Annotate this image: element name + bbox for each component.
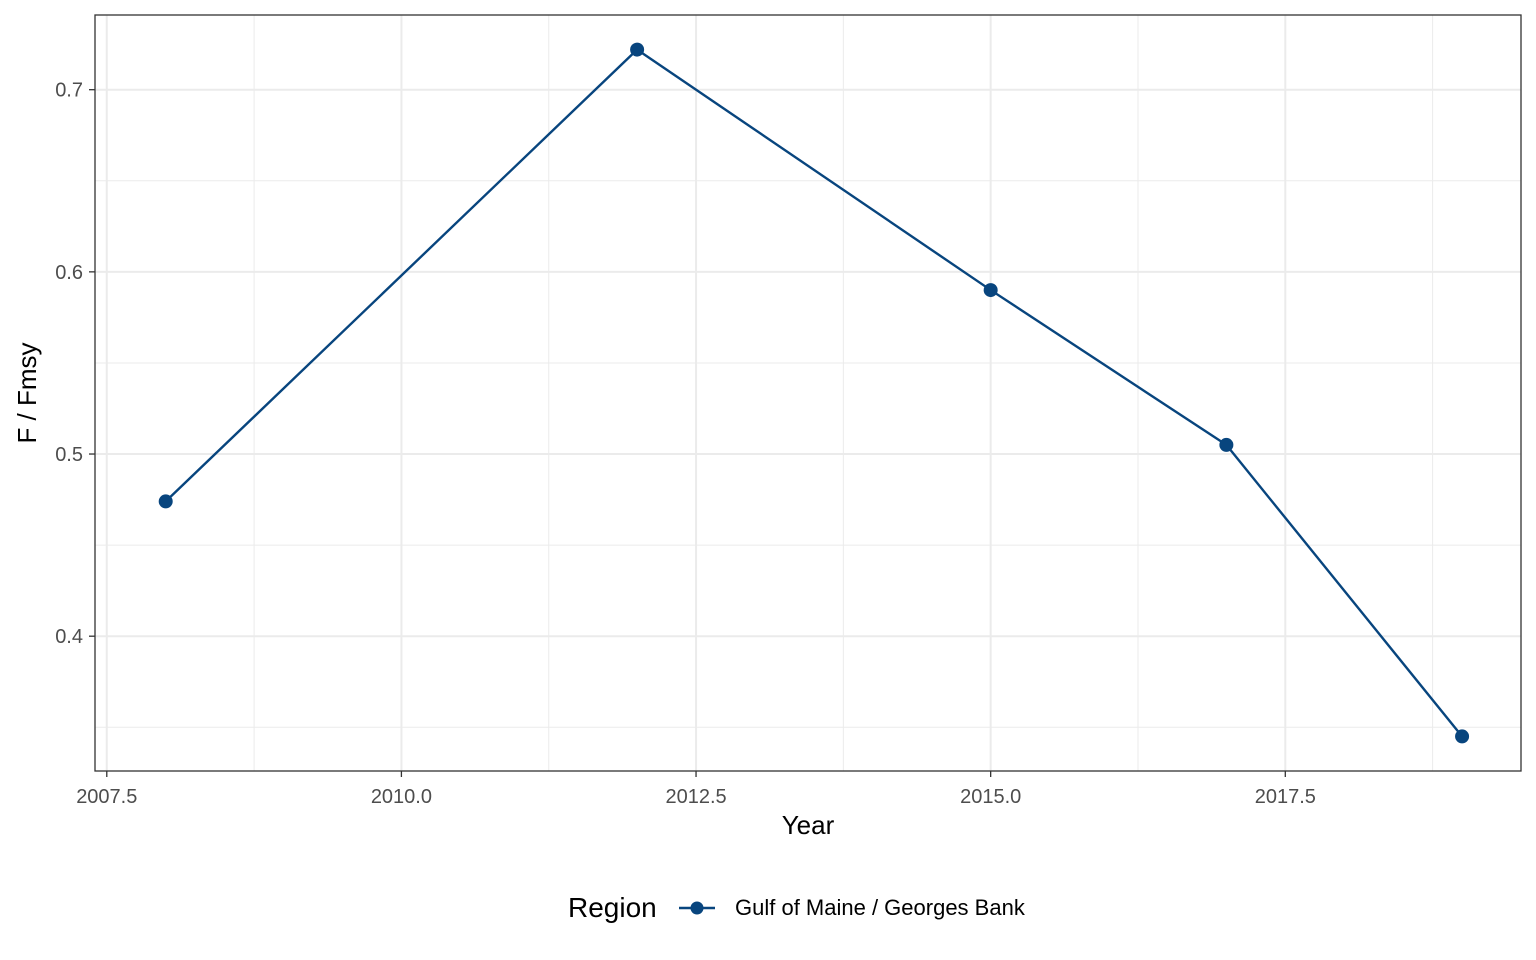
legend-key-point [690,901,704,915]
y-tick-label: 0.4 [55,626,83,648]
data-point [1455,729,1470,744]
legend: Region Gulf of Maine / Georges Bank [568,892,1026,923]
y-axis-title: F / Fmsy [12,342,42,443]
x-tick-label: 2010.0 [371,786,432,808]
major-gridlines [95,15,1521,771]
data-point [983,283,998,298]
x-tick-label: 2015.0 [960,786,1021,808]
x-axis-title: Year [782,810,835,840]
data-point [1219,437,1234,452]
x-tick-label: 2017.5 [1255,786,1316,808]
y-axis-ticks: 0.4 0.5 0.6 0.7 [55,80,95,648]
y-tick-label: 0.6 [55,262,83,284]
series-points [158,42,1470,744]
legend-title: Region [568,892,657,923]
x-tick-label: 2012.5 [665,786,726,808]
plot-panel-border [94,14,1522,772]
legend-label: Gulf of Maine / Georges Bank [735,895,1026,920]
data-point [630,42,645,57]
x-tick-label: 2007.5 [76,786,137,808]
x-axis-ticks: 2007.5 2010.0 2012.5 2015.0 2017.5 [76,771,1316,808]
data-point [158,494,173,509]
minor-gridlines [95,15,1521,771]
y-tick-label: 0.7 [55,80,83,102]
plot-panel-background [95,15,1521,771]
y-tick-label: 0.5 [55,444,83,466]
